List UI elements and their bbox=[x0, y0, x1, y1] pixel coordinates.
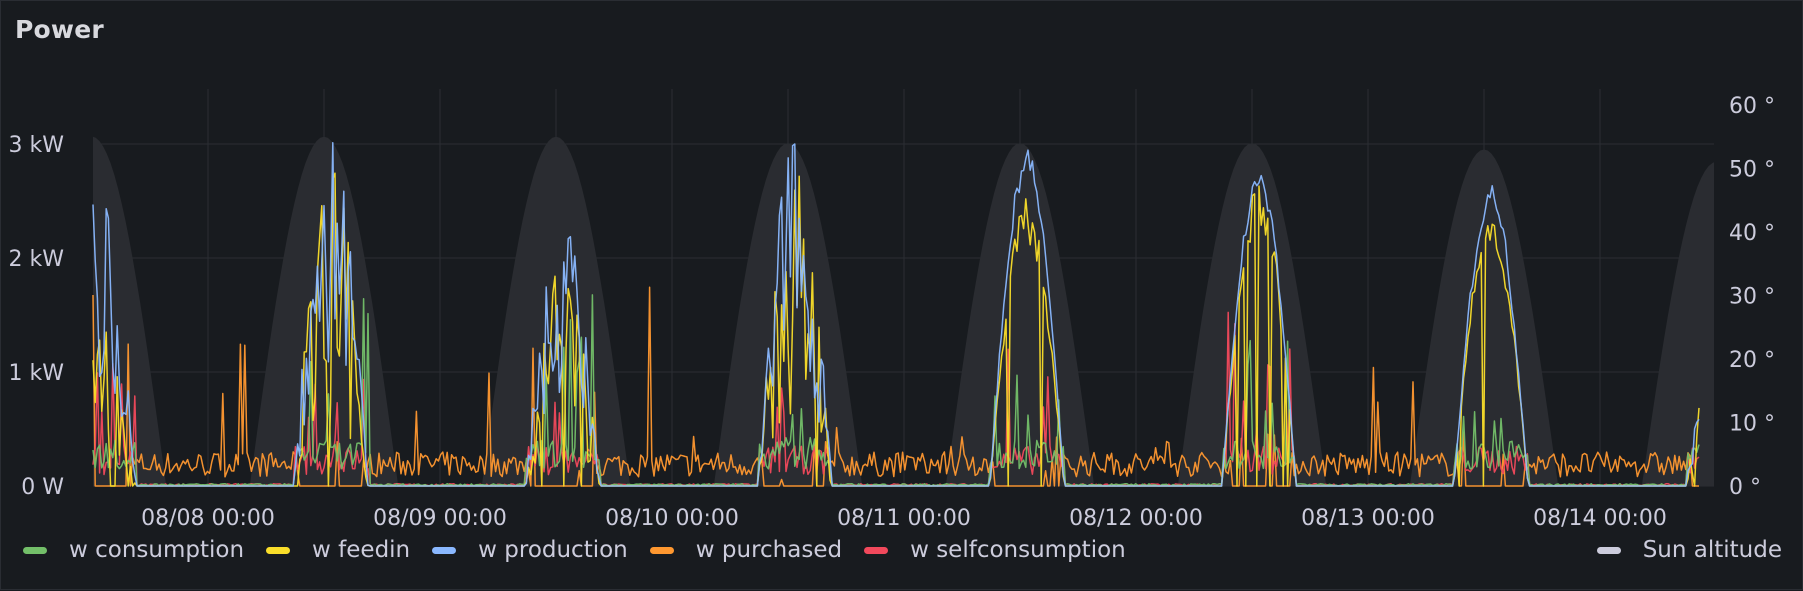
x-axis-tick-label: 08/14 00:00 bbox=[1533, 506, 1667, 531]
y-axis-left-tick-label: 2 kW bbox=[9, 247, 65, 272]
legend-label: w purchased bbox=[695, 537, 843, 563]
legend-swatch bbox=[864, 546, 889, 554]
legend-label: w consumption bbox=[69, 537, 245, 563]
series-line-w-production bbox=[92, 142, 1700, 487]
y-axis-right-tick-label: 20 ° bbox=[1729, 348, 1775, 373]
sun-altitude-area bbox=[945, 143, 1095, 486]
legend-swatch bbox=[266, 546, 291, 554]
legend-label: w feedin bbox=[312, 537, 411, 563]
x-axis-tick-label: 08/08 00:00 bbox=[141, 506, 275, 531]
y-axis-right-tick-label: 60 ° bbox=[1729, 94, 1775, 119]
y-axis-left-tick-label: 0 W bbox=[21, 475, 64, 500]
legend-swatch bbox=[432, 546, 457, 554]
y-axis-right-tick-label: 50 ° bbox=[1729, 158, 1775, 183]
x-axis-tick-label: 08/10 00:00 bbox=[605, 506, 739, 531]
x-axis-tick-label: 08/11 00:00 bbox=[837, 506, 971, 531]
legend-item-sun-altitude[interactable]: Sun altitude bbox=[1596, 537, 1782, 563]
legend-label: w selfconsumption bbox=[910, 537, 1126, 563]
legend-right: Sun altitude bbox=[1596, 537, 1782, 563]
legend-swatch bbox=[1596, 546, 1621, 554]
sun-altitude-area bbox=[1641, 162, 1714, 486]
y-axis-right-tick-label: 40 ° bbox=[1729, 221, 1775, 246]
legend-label: w production bbox=[478, 537, 628, 563]
y-axis-right-tick-label: 0 ° bbox=[1729, 475, 1761, 500]
legend-item-purchased[interactable]: w purchased bbox=[649, 537, 843, 563]
panel-title: Power bbox=[15, 15, 104, 44]
legend-label: Sun altitude bbox=[1642, 537, 1782, 563]
series-line-w-purchased bbox=[92, 286, 1699, 487]
legend-swatch bbox=[23, 546, 47, 554]
legend-item-production[interactable]: w production bbox=[432, 537, 628, 563]
legend-item-consumption[interactable]: w consumption bbox=[23, 537, 244, 563]
legend: w consumption w feedin w production w pu… bbox=[23, 537, 1126, 563]
x-axis-tick-label: 08/13 00:00 bbox=[1301, 506, 1435, 531]
x-axis-tick-label: 08/12 00:00 bbox=[1069, 506, 1203, 531]
legend-item-feedin[interactable]: w feedin bbox=[266, 537, 410, 563]
sun-altitude-area bbox=[93, 136, 167, 487]
legend-item-selfconsumption[interactable]: w selfconsumption bbox=[864, 537, 1126, 563]
y-axis-left-tick-label: 1 kW bbox=[9, 361, 65, 386]
x-axis-tick-label: 08/09 00:00 bbox=[373, 506, 507, 531]
legend-swatch bbox=[649, 546, 674, 554]
y-axis-right-tick-label: 30 ° bbox=[1729, 285, 1775, 310]
y-axis-right-tick-label: 10 ° bbox=[1729, 412, 1775, 437]
y-axis-left-tick-label: 3 kW bbox=[9, 133, 65, 158]
